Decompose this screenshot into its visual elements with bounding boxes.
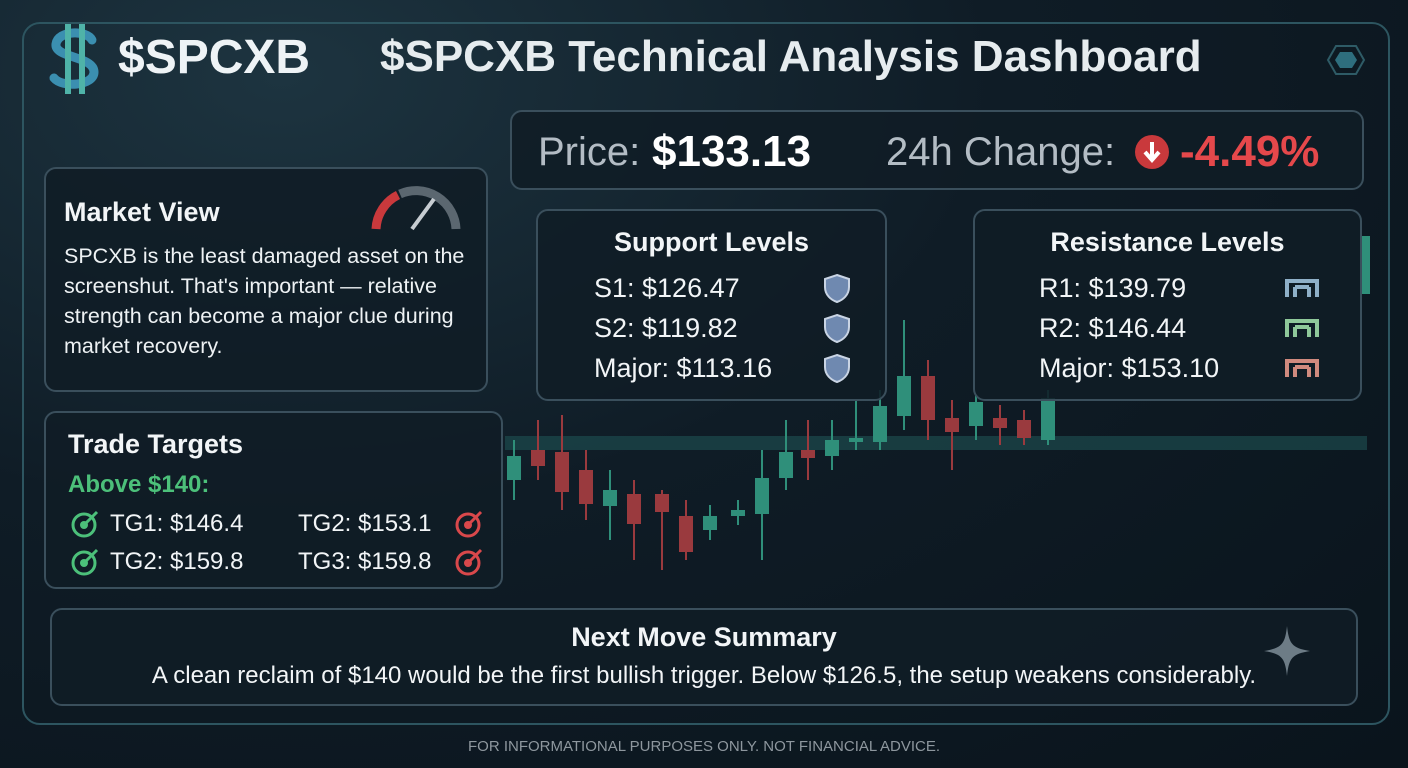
logo-text: $SPCXB — [118, 31, 311, 84]
target: TG3: $159.8 — [298, 548, 432, 575]
trade-targets-title: Trade Targets — [68, 429, 244, 459]
down-icon — [1135, 135, 1169, 169]
support-level: S1: $126.47 — [594, 273, 740, 303]
shield-icons — [824, 273, 850, 383]
resistance-panel: Resistance Levels R1: $139.79 R2: $146.4… — [973, 209, 1362, 401]
price-panel: Price: $133.13 24h Change: -4.49% — [510, 110, 1364, 190]
sparkle-icon — [1264, 626, 1310, 676]
hex-icon — [1326, 45, 1366, 75]
change-value: -4.49% — [1180, 127, 1320, 176]
summary-title: Next Move Summary — [571, 622, 837, 652]
price-label: Price: — [538, 130, 641, 174]
disclaimer: FOR INFORMATIONAL PURPOSES ONLY. NOT FIN… — [467, 738, 941, 755]
target-icon — [71, 510, 99, 538]
resistance-level: R2: $146.44 — [1039, 313, 1187, 343]
gauge-icon — [371, 186, 461, 231]
trade-targets-panel: Trade Targets Above $140: TG1: $146.4 TG… — [44, 411, 503, 589]
change-label: 24h Change: — [886, 130, 1116, 174]
market-view-text: SPCXB is the least damaged asset on the … — [64, 244, 465, 358]
target-icon — [455, 510, 483, 538]
target-icon — [71, 548, 99, 576]
support-title: Support Levels — [613, 227, 810, 257]
price-band — [505, 436, 1367, 450]
summary-panel: Next Move Summary A clean reclaim of $14… — [50, 608, 1358, 706]
resistance-level: Major: $153.10 — [1039, 353, 1220, 383]
summary-text: A clean reclaim of $140 would be the fir… — [151, 662, 1257, 689]
support-level: S2: $119.82 — [594, 313, 738, 343]
support-panel: Support Levels S1: $126.47 S2: $119.82 M… — [536, 209, 887, 401]
target: TG1: $146.4 — [110, 510, 244, 537]
resistance-title: Resistance Levels — [1050, 227, 1285, 257]
barrier-icons — [1285, 279, 1319, 377]
target-icon — [455, 548, 483, 576]
candles — [507, 236, 1370, 570]
frame — [22, 22, 1390, 725]
resistance-level: R1: $139.79 — [1039, 273, 1187, 303]
market-view-panel: Market View SPCXB is the least damaged a… — [44, 167, 488, 392]
target: TG2: $153.1 — [298, 510, 432, 537]
trade-condition: Above $140: — [68, 471, 210, 498]
market-view-title: Market View — [64, 197, 220, 227]
target: TG2: $159.8 — [110, 548, 244, 575]
dashboard-title: $SPCXB Technical Analysis Dashboard — [380, 32, 1202, 81]
price-value: $133.13 — [652, 127, 812, 176]
logo-icon — [49, 24, 99, 94]
support-level: Major: $113.16 — [594, 353, 773, 383]
